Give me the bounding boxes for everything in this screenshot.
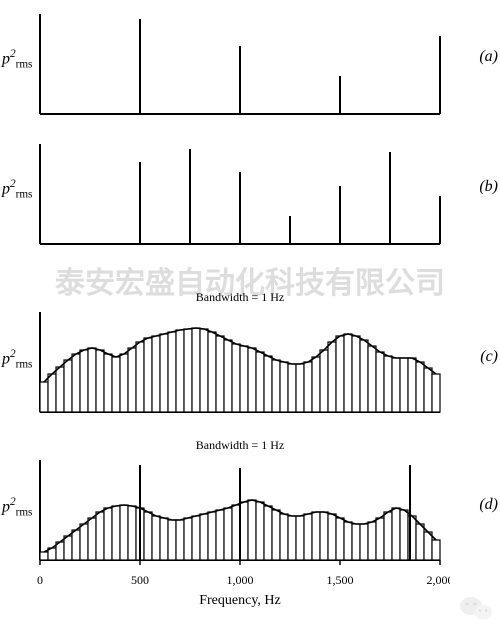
xtick-label: 2,000 bbox=[427, 573, 451, 587]
panel-c: p2rms Bandwidth = 1 Hz (c) bbox=[30, 290, 470, 420]
annotation-d: Bandwidth = 1 Hz bbox=[30, 438, 450, 453]
xtick-label: 0 bbox=[37, 573, 43, 587]
wechat-icon bbox=[458, 593, 494, 623]
xtick-label: 1,500 bbox=[327, 573, 354, 587]
xtick-label: 500 bbox=[131, 573, 149, 587]
figure-page: p2rms (a) p2rms (b) 泰安宏盛自动化科技有限公司 p2rms … bbox=[0, 0, 500, 629]
ylabel-c: p2rms bbox=[2, 348, 32, 371]
panel-d: p2rms Bandwidth = 1 Hz (d) bbox=[30, 438, 470, 568]
ylabel-a: p2rms bbox=[2, 48, 32, 71]
ylabel-b: p2rms bbox=[2, 178, 32, 201]
chart-c bbox=[30, 308, 450, 418]
panel-a: p2rms (a) bbox=[30, 10, 470, 120]
ylabel-d: p2rms bbox=[2, 496, 32, 519]
xaxis-label: Frequency, Hz bbox=[199, 593, 281, 608]
panel-label-d: (d) bbox=[479, 496, 498, 514]
xaxis: 0 500 1,000 1,500 2,000 Frequency, Hz bbox=[30, 570, 450, 610]
panel-label-c: (c) bbox=[480, 348, 498, 366]
panel-label-a: (a) bbox=[479, 48, 498, 66]
xtick-label: 1,000 bbox=[227, 573, 254, 587]
panel-label-b: (b) bbox=[479, 178, 498, 196]
xaxis-svg: 0 500 1,000 1,500 2,000 Frequency, Hz bbox=[30, 570, 450, 610]
chart-a bbox=[30, 10, 450, 120]
panel-b: p2rms (b) bbox=[30, 140, 470, 250]
annotation-c: Bandwidth = 1 Hz bbox=[30, 290, 450, 305]
chart-b bbox=[30, 140, 450, 250]
chart-d bbox=[30, 456, 450, 566]
